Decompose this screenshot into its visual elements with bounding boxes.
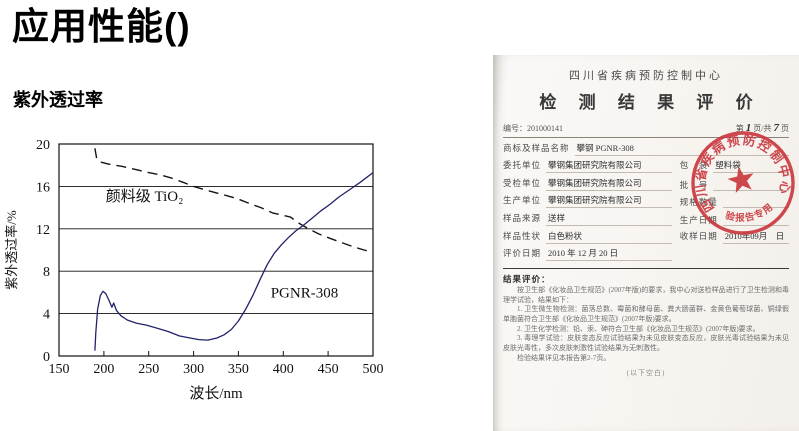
x-tick-label: 400 xyxy=(273,362,294,377)
section-divider xyxy=(503,268,789,270)
x-axis-label: 波长/nm xyxy=(189,385,243,402)
report-title: 检 测 结 果 评 价 xyxy=(539,93,762,112)
stamp-ring xyxy=(691,131,795,235)
official-red-stamp-icon: 四川省疾病预防控制中心 检验报告专用章 xyxy=(677,117,797,236)
y-tick-label: 4 xyxy=(43,308,50,323)
field-value: 白色粉状 xyxy=(546,230,672,244)
report-table-row: 样品来源 送样 生产日期 xyxy=(503,208,789,226)
x-tick-label: 500 xyxy=(363,362,384,377)
field-left: 样品性状 白色粉状 xyxy=(503,230,672,244)
field-value xyxy=(722,214,789,226)
page-suffix: 页 xyxy=(781,124,789,133)
result-paragraph: 1. 卫生微生物检测：菌落总数、霉菌和酵母菌、粪大肠菌群、金黄色葡萄球菌、铜绿假… xyxy=(503,305,789,324)
field-value: 送样 xyxy=(546,212,672,226)
page-title: 应用性能() xyxy=(12,6,191,47)
series-label: 颜料级 TiO₂ xyxy=(106,188,184,205)
field-label: 样品性状 xyxy=(503,230,542,241)
report-meta-row: 编号：201000141 第 1 页/共 7 页 xyxy=(503,122,789,138)
report-number-label: 编号： xyxy=(503,124,527,133)
x-tick-label: 450 xyxy=(318,362,339,377)
section-title: 紫外透过率 xyxy=(13,90,103,110)
field-value xyxy=(713,179,789,191)
report-info-table: 商标及样品名称 攀钢 PGNR-308 委托单位 攀钢集团研究院有限公司包 装塑料袋受… xyxy=(503,138,789,262)
field-value: 攀钢 PGNR-308 xyxy=(574,142,789,156)
y-tick-label: 0 xyxy=(43,350,50,365)
field-value: 塑料袋 xyxy=(713,159,789,174)
field-value: 攀钢集团研究院有限公司 xyxy=(546,177,672,191)
field-label: 生产单位 xyxy=(503,195,542,206)
y-tick-label: 12 xyxy=(36,223,50,238)
series-line-solid xyxy=(94,172,374,351)
series-label: PGNR-308 xyxy=(271,286,339,302)
page-number: 1 xyxy=(745,122,752,134)
field-value: 攀钢集团研究院有限公司 xyxy=(546,159,672,174)
y-axis-label: 紫外透过率/% xyxy=(4,210,19,290)
field-label: 评价日期 xyxy=(503,248,542,259)
field-left: 受检单位 攀钢集团研究院有限公司 xyxy=(503,177,672,191)
field-left: 评价日期 2010 年 12 月 20 日 xyxy=(503,247,672,262)
plot-border xyxy=(58,143,374,357)
field-label: 委托单位 xyxy=(503,160,542,171)
field-label: 包 装 xyxy=(679,160,709,171)
result-paragraphs: 按卫生部《化妆品卫生规范》(2007年版)的要求，我中心对送检样品进行了卫生检测… xyxy=(503,286,789,363)
field-label: 商标及样品名称 xyxy=(503,142,570,153)
x-tick-label: 300 xyxy=(183,362,204,377)
stamp-arc-text: 四川省疾病预防控制中心 xyxy=(684,124,796,216)
page-mid: 页/共 xyxy=(753,124,772,133)
report-number: 编号：201000141 xyxy=(503,123,563,134)
field-left: 样品来源 送样 xyxy=(503,212,672,226)
blank-below-note: (以下空白) xyxy=(626,369,666,378)
stamp-star-icon xyxy=(727,166,754,194)
x-tick-label: 150 xyxy=(49,362,70,377)
field-left: 委托单位 攀钢集团研究院有限公司 xyxy=(503,159,672,174)
field-value xyxy=(722,196,789,209)
series-line-dashed xyxy=(94,148,374,253)
report-table-row: 委托单位 攀钢集团研究院有限公司包 装塑料袋 xyxy=(503,156,789,174)
report-page-indicator: 第 1 页/共 7 页 xyxy=(736,122,789,134)
svg-text:四川省疾病预防控制中心: 四川省疾病预防控制中心 xyxy=(684,124,796,216)
page-prefix: 第 xyxy=(735,124,744,133)
field-left: 生产单位 攀钢集团研究院有限公司 xyxy=(503,194,672,209)
y-tick-label: 8 xyxy=(43,265,50,280)
field-right: 收样日期 2010年09月 日 xyxy=(680,230,789,244)
uv-transmittance-chart: 0 4 8 12 16 20 150 200 250 300 350 400 450 500 波长/nm 紫外… xyxy=(4,138,384,402)
y-tick-label: 16 xyxy=(36,180,50,195)
field-label: 样品来源 xyxy=(503,212,542,223)
result-paragraph: 3. 毒理学试验：皮肤变态反应试验结果为未见皮肤变态反应，皮肤光毒试验结果为未见… xyxy=(503,334,789,353)
field-label: 生产日期 xyxy=(679,214,718,225)
result-paragraph: 2. 卫生化学检测：铅、汞、砷符合卫生部《化妆品卫生规范》(2007年版)要求。 xyxy=(517,324,760,333)
report-table-row: 评价日期 2010 年 12 月 20 日 xyxy=(503,244,789,262)
x-tick-label: 250 xyxy=(138,362,159,377)
result-paragraph: 按卫生部《化妆品卫生规范》(2007年版)的要求，我中心对送检样品进行了卫生检测… xyxy=(503,286,789,304)
result-heading: 结果评价： xyxy=(503,274,551,285)
test-report-page: 四川省疾病预防控制中心 检 测 结 果 评 价 编号：201000141 第 1… xyxy=(493,55,799,431)
page-total: 7 xyxy=(773,122,780,134)
report-number-value: 201000141 xyxy=(527,124,563,133)
x-tick-label: 350 xyxy=(228,362,249,377)
x-tick-label: 200 xyxy=(93,362,114,377)
field-left: 商标及样品名称 攀钢 PGNR-308 xyxy=(503,142,789,156)
report-org-name: 四川省疾病预防控制中心 xyxy=(569,70,723,82)
field-value: 攀钢集团研究院有限公司 xyxy=(546,194,672,209)
report-table-row: 样品性状 白色粉状 收样日期 2010年09月 日 xyxy=(503,226,789,244)
y-tick-label: 20 xyxy=(36,138,50,153)
report-table-row: 商标及样品名称 攀钢 PGNR-308 xyxy=(503,138,789,156)
field-value: 2010年09月 日 xyxy=(722,230,789,244)
field-right: 生产日期 xyxy=(680,214,789,226)
field-label: 受检单位 xyxy=(503,177,542,188)
field-value: 2010 年 12 月 20 日 xyxy=(546,247,672,262)
field-right: 包 装塑料袋 xyxy=(679,159,789,174)
field-label: 收样日期 xyxy=(679,230,718,241)
result-paragraph: 检验结果详见本报告第2-7页。 xyxy=(517,353,611,362)
